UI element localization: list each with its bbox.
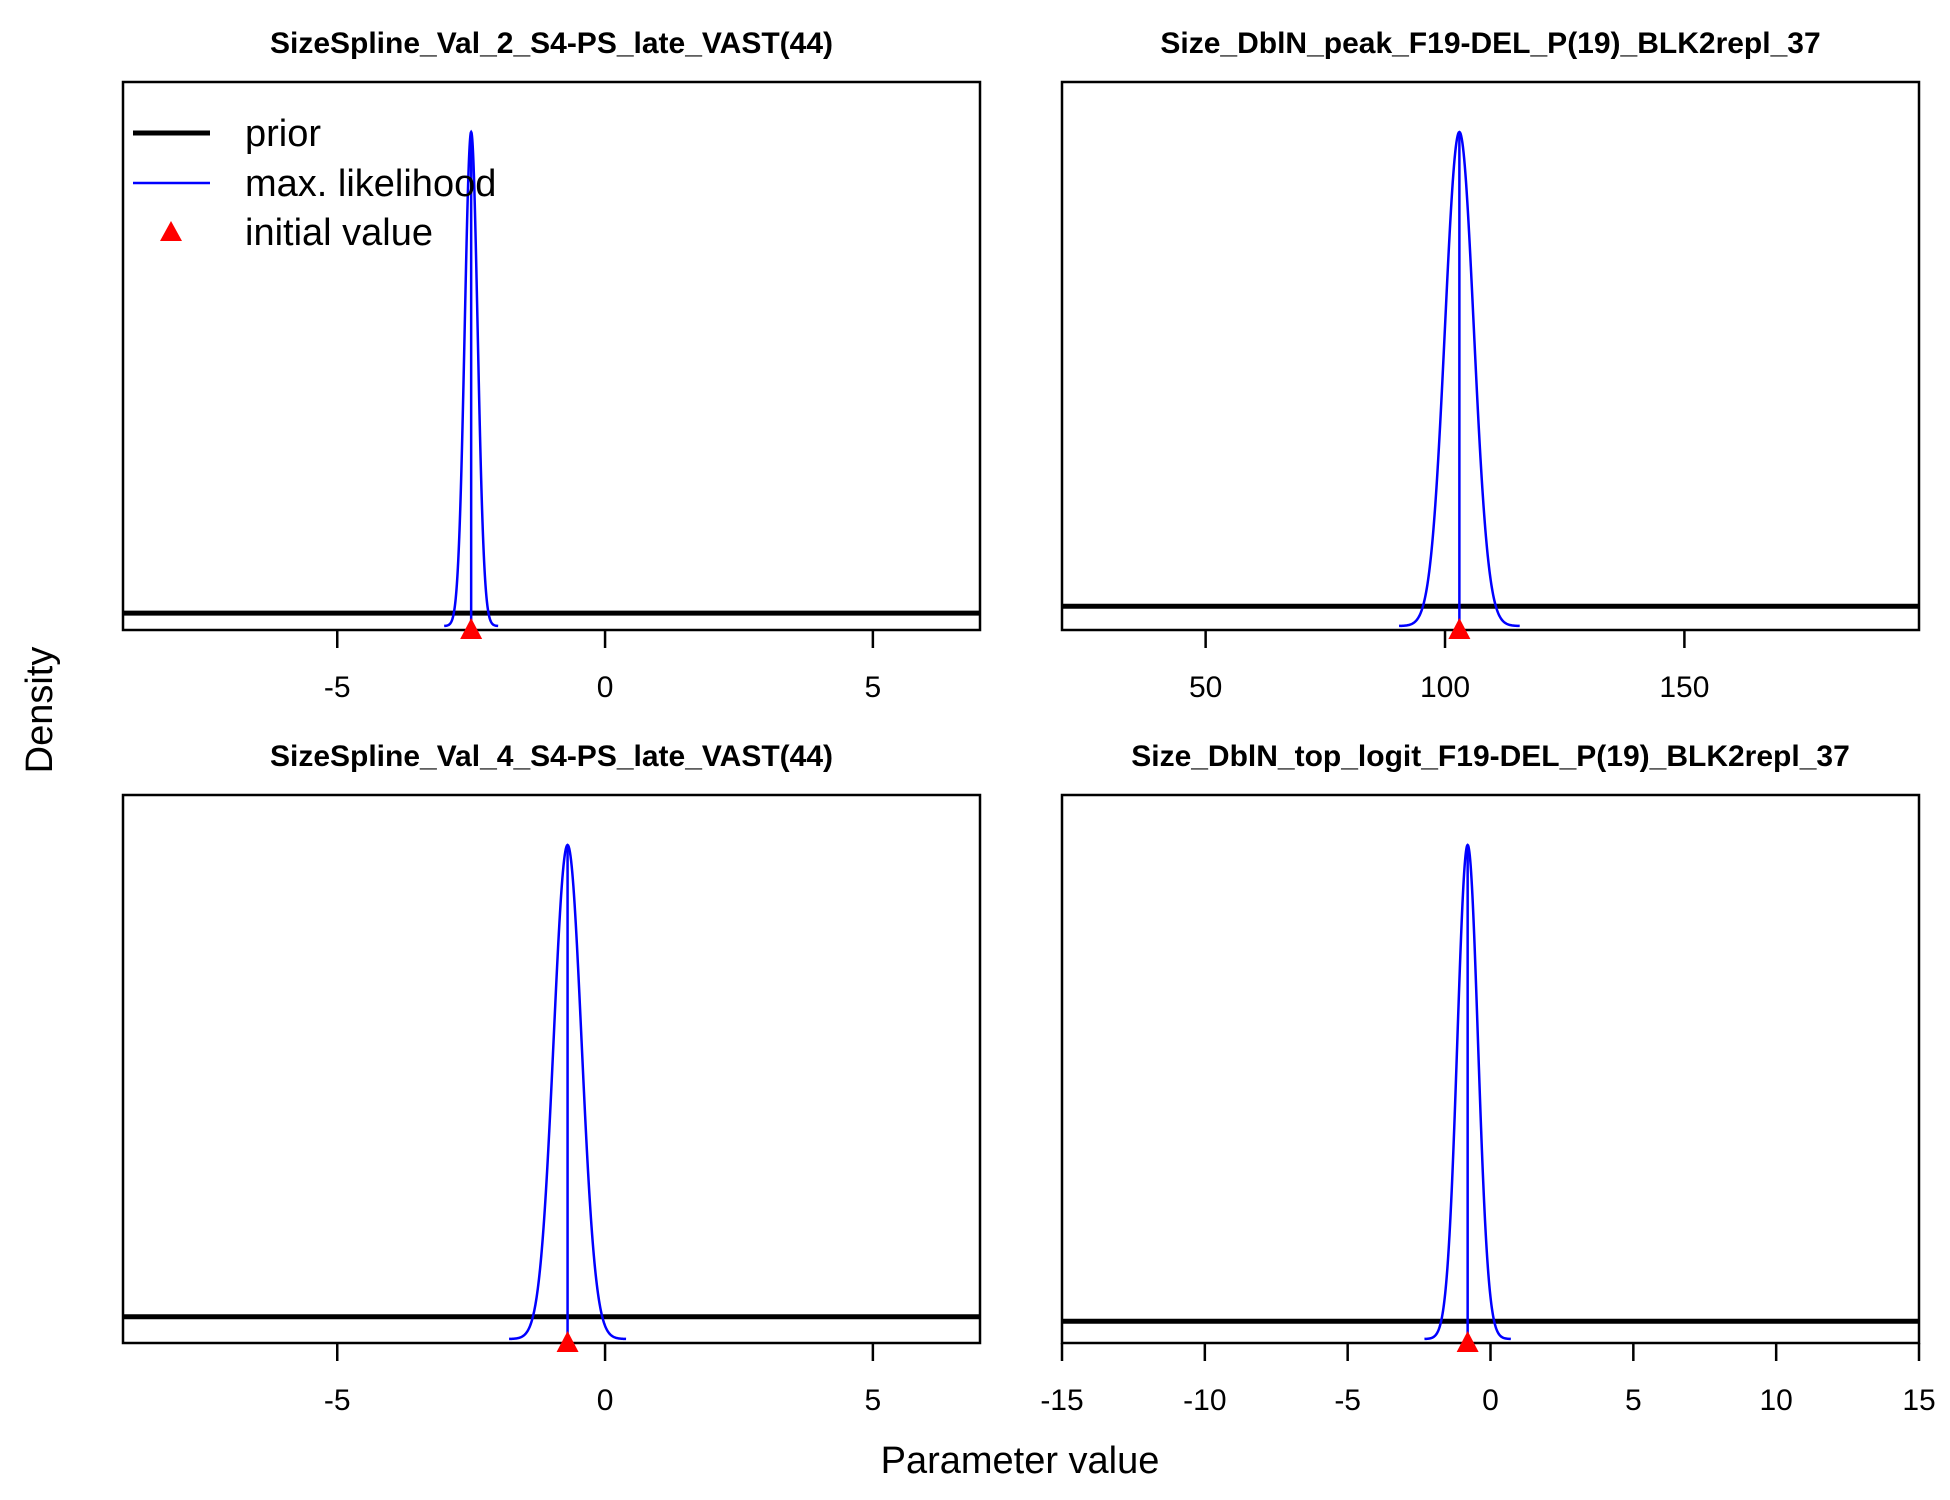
panel-frame: [1060, 80, 1921, 632]
x-tick-label: -5: [1334, 1384, 1361, 1417]
x-tick-label: -5: [324, 671, 351, 704]
initial-value-marker: [1448, 618, 1471, 639]
panels: SizeSpline_Val_2_S4-PS_late_VAST(44) -5 0 5…: [121, 27, 1936, 1417]
legend-item: initial value: [160, 212, 433, 254]
panel-title: Size_DblN_peak_F19-DEL_P(19)_BLK2repl_37: [1160, 27, 1820, 60]
panel-1: SizeSpline_Val_2_S4-PS_late_VAST(44) -5 0 5: [121, 27, 982, 704]
x-tick-label: 50: [1189, 671, 1222, 704]
x-tick-label: -10: [1183, 1384, 1226, 1417]
legend-item: max. likelihood: [133, 163, 496, 205]
plot-area: [123, 843, 980, 1343]
panel-title: Size_DblN_top_logit_F19-DEL_P(19)_BLK2re…: [1131, 740, 1850, 773]
legend-label: prior: [245, 113, 321, 155]
initial-value-marker: [1456, 1331, 1479, 1352]
plot-area: [123, 129, 980, 630]
legend-swatch: [160, 221, 182, 241]
legend: prior max. likelihood initial value: [133, 113, 496, 254]
panel-frame: [1060, 793, 1921, 1345]
x-tick-label: 5: [865, 1384, 882, 1417]
x-tick-label: 0: [597, 1384, 614, 1417]
legend-label: max. likelihood: [245, 163, 496, 205]
x-tick-label: 150: [1659, 671, 1709, 704]
x-tick-label: 15: [1902, 1384, 1935, 1417]
x-tick-label: -5: [324, 1384, 351, 1417]
plot-area: [1062, 843, 1919, 1343]
x-tick-label: -15: [1040, 1384, 1083, 1417]
x-tick-label: 10: [1759, 1384, 1792, 1417]
initial-value-marker: [556, 1331, 579, 1352]
initial-value-marker: [460, 618, 483, 639]
panel-title: SizeSpline_Val_2_S4-PS_late_VAST(44): [270, 27, 833, 60]
panel-title: SizeSpline_Val_4_S4-PS_late_VAST(44): [270, 740, 833, 773]
x-tick-label: 100: [1420, 671, 1470, 704]
x-tick-label: 0: [1482, 1384, 1499, 1417]
x-tick-label: 5: [1625, 1384, 1642, 1417]
y-axis-label: Density: [19, 647, 61, 774]
panel-2: Size_DblN_peak_F19-DEL_P(19)_BLK2repl_37…: [1060, 27, 1921, 704]
x-tick-label: 0: [597, 671, 614, 704]
panel-3: SizeSpline_Val_4_S4-PS_late_VAST(44) -5 0 5: [121, 740, 982, 1417]
panel-frame: [121, 793, 982, 1345]
x-tick-label: 5: [865, 671, 882, 704]
plot-area: [1062, 130, 1919, 630]
panel-frame: [121, 80, 982, 632]
x-axis-label: Parameter value: [881, 1440, 1160, 1482]
panel-4: Size_DblN_top_logit_F19-DEL_P(19)_BLK2re…: [1040, 740, 1935, 1417]
legend-item: prior: [133, 113, 321, 155]
legend-label: initial value: [245, 212, 433, 254]
